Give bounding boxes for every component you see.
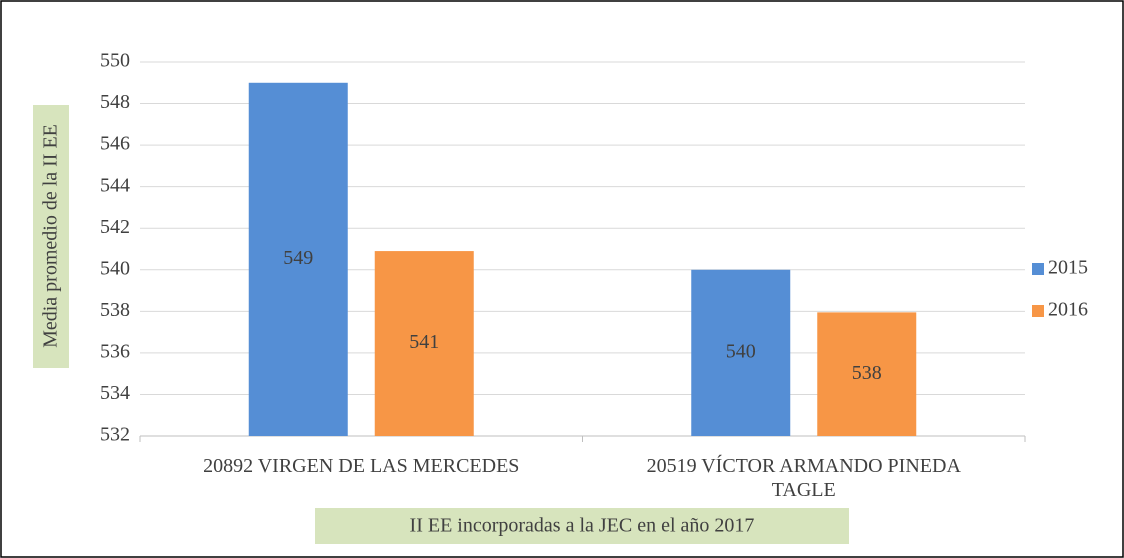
y-tick-label: 534 — [100, 382, 130, 404]
x-axis-label: II EE incorporadas a la JEC en el año 20… — [410, 515, 755, 537]
y-tick-label: 538 — [100, 299, 130, 321]
x-tick-label: 20892 VIRGEN DE LAS MERCEDES — [203, 455, 520, 477]
legend-swatch — [1032, 263, 1044, 275]
x-tick-label: 20519 VÍCTOR ARMANDO PINEDA TAGLE — [646, 455, 961, 501]
data-label: 540 — [726, 340, 756, 362]
y-tick-label: 532 — [100, 424, 130, 446]
y-tick-label: 546 — [100, 133, 130, 155]
y-label-bg — [33, 105, 69, 368]
y-tick-label: 542 — [100, 216, 130, 238]
x-label-bg — [315, 508, 849, 544]
y-tick-label: 536 — [100, 340, 130, 362]
y-tick-label: 540 — [100, 257, 130, 279]
legend-label: 2015 — [1048, 257, 1088, 279]
data-label: 549 — [283, 247, 313, 269]
y-tick-label: 550 — [100, 50, 130, 72]
legend-swatch — [1032, 305, 1044, 317]
legend-label: 2016 — [1048, 299, 1088, 321]
bar — [817, 312, 917, 436]
y-axis-label: Media promedio de la II EE — [40, 124, 62, 348]
bar — [374, 251, 474, 436]
bar — [691, 269, 791, 436]
bar — [248, 82, 348, 437]
data-label: 538 — [852, 362, 882, 384]
y-tick-label: 548 — [100, 91, 130, 113]
y-tick-label: 544 — [100, 174, 130, 196]
data-label: 541 — [409, 331, 439, 353]
